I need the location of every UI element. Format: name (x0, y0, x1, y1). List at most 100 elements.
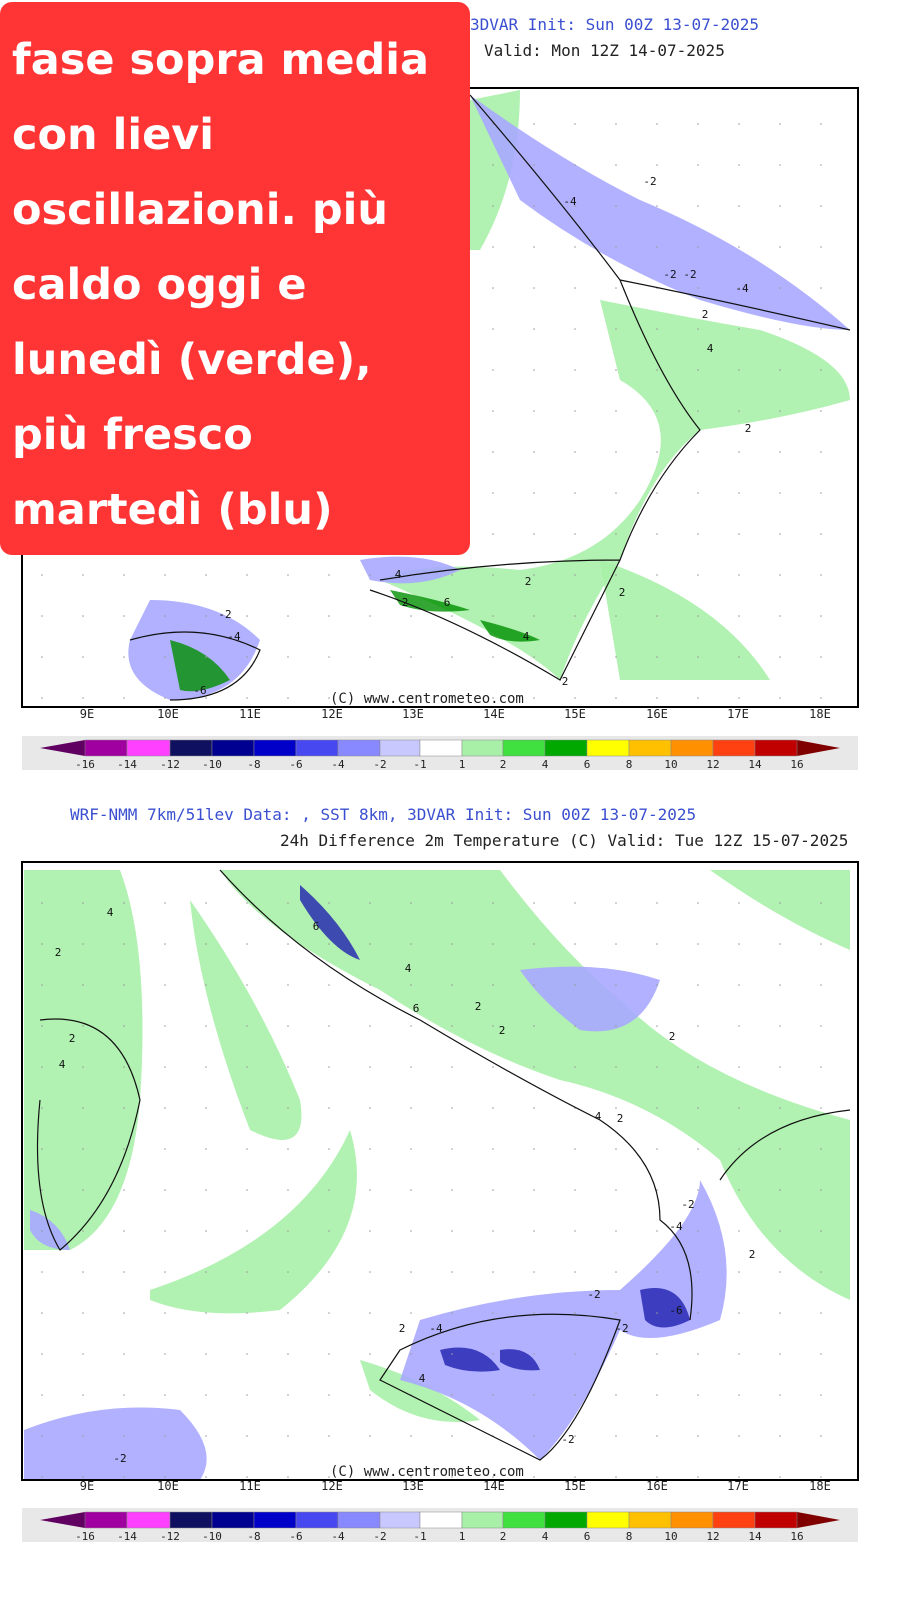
contour-label: -2 (663, 268, 676, 281)
scale-label: 10 (664, 1530, 677, 1543)
copyright: (C) www.centrometeo.com (330, 1464, 524, 1480)
caption-line: fase sopra media (12, 35, 429, 85)
contour-label: 2 (617, 1112, 624, 1125)
scale-label: 8 (626, 1530, 633, 1543)
grid-dots (22, 862, 858, 1480)
caption-line: con lievi (12, 110, 214, 160)
longitude-label: 12E (321, 707, 343, 721)
scale-segment (253, 739, 297, 757)
scale-label: -12 (160, 758, 180, 771)
scale-segment (419, 1511, 463, 1529)
contour-label: 2 (525, 575, 532, 588)
scale-arrow (797, 1512, 840, 1528)
scale-segment (126, 739, 171, 757)
contour-label: -4 (227, 630, 241, 643)
longitude-label: 12E (321, 1479, 343, 1493)
longitude-label: 18E (809, 707, 831, 721)
scale-label: -4 (331, 758, 345, 771)
scale-label: 12 (706, 1530, 719, 1543)
scale-label: 14 (748, 1530, 762, 1543)
contour-label: 2 (619, 586, 626, 599)
contour-label: 4 (405, 962, 412, 975)
contour-label: 2 (499, 1024, 506, 1037)
scale-segment (502, 739, 546, 757)
contour-label: 2 (402, 596, 409, 609)
longitude-label: 15E (564, 1479, 586, 1493)
scale-label: 2 (500, 1530, 507, 1543)
longitude-label: 9E (80, 707, 94, 721)
map-header: 3DVAR Init: Sun 00Z 13-07-2025 (470, 15, 759, 34)
scale-label: -12 (160, 1530, 180, 1543)
scale-segment (461, 1511, 504, 1529)
scale-label: -8 (247, 758, 260, 771)
longitude-label: 14E (483, 707, 505, 721)
scale-label: 16 (790, 1530, 803, 1543)
map-header: Valid: Mon 12Z 14-07-2025 (484, 41, 725, 60)
scale-label: 6 (584, 1530, 591, 1543)
scale-label: 4 (542, 758, 549, 771)
caption-line: più fresco (12, 410, 253, 460)
scale-segment (544, 1511, 588, 1529)
contour-label: -4 (669, 1220, 683, 1233)
scale-label: -6 (289, 758, 302, 771)
map-header: 24h Difference 2m Temperature (C) Valid:… (280, 831, 848, 850)
contour-label: 6 (313, 920, 320, 933)
scale-label: -14 (117, 758, 137, 771)
scale-arrow (40, 740, 85, 756)
contour-label: 2 (55, 946, 62, 959)
contour-label: -2 (113, 1452, 126, 1465)
contour-label: -4 (429, 1322, 443, 1335)
scale-segment (379, 739, 421, 757)
scale-segment (211, 739, 255, 757)
scale-segment (712, 1511, 756, 1529)
scale-segment (295, 739, 339, 757)
scale-label: 16 (790, 758, 803, 771)
longitude-label: 17E (727, 707, 749, 721)
contour-label: -6 (193, 684, 206, 697)
longitude-label: 17E (727, 1479, 749, 1493)
contour-label: 2 (399, 1322, 406, 1335)
contour-label: -2 (587, 1288, 600, 1301)
longitude-label: 13E (402, 1479, 424, 1493)
longitude-label: 16E (646, 707, 668, 721)
contour-label: -2 (615, 1322, 628, 1335)
scale-segment (586, 1511, 630, 1529)
caption-line: martedì (blu) (12, 485, 333, 535)
coastline (36, 869, 851, 1461)
contour-label: 2 (69, 1032, 76, 1045)
scale-label: -4 (331, 1530, 345, 1543)
scale-label: -8 (247, 1530, 260, 1543)
contour-label: 4 (523, 630, 530, 643)
scale-label: 6 (584, 758, 591, 771)
contour-label: -2 (561, 1433, 574, 1446)
scale-segment (337, 1511, 381, 1529)
contour-label: 2 (749, 1248, 756, 1261)
scale-label: 1 (459, 1530, 466, 1543)
contour-label: -4 (563, 195, 577, 208)
scale-segment (169, 739, 213, 757)
contour-label: -2 (681, 1198, 694, 1211)
contour-label: 6 (444, 596, 451, 609)
contour-label: 4 (107, 906, 114, 919)
scale-label: -14 (117, 1530, 137, 1543)
scale-label: 1 (459, 758, 466, 771)
scale-segment (295, 1511, 339, 1529)
contour-label: 4 (419, 1372, 426, 1385)
scale-segment (461, 739, 504, 757)
map-header: WRF-NMM 7km/51lev Data: , SST 8km, 3DVAR… (70, 805, 696, 824)
scale-segment (628, 1511, 672, 1529)
scale-label: -10 (202, 1530, 222, 1543)
longitude-label: 15E (564, 707, 586, 721)
contour-label: 2 (745, 422, 752, 435)
scale-segment (337, 739, 381, 757)
contour-label: 2 (669, 1030, 676, 1043)
scale-segment (502, 1511, 546, 1529)
scale-label: -16 (75, 758, 95, 771)
contour-label: -2 (218, 608, 231, 621)
contour-label: 2 (562, 675, 569, 688)
scale-segment (84, 739, 128, 757)
scale-segment (670, 1511, 714, 1529)
scale-segment (544, 739, 588, 757)
contour-label: 4 (395, 568, 402, 581)
scale-label: 14 (748, 758, 762, 771)
